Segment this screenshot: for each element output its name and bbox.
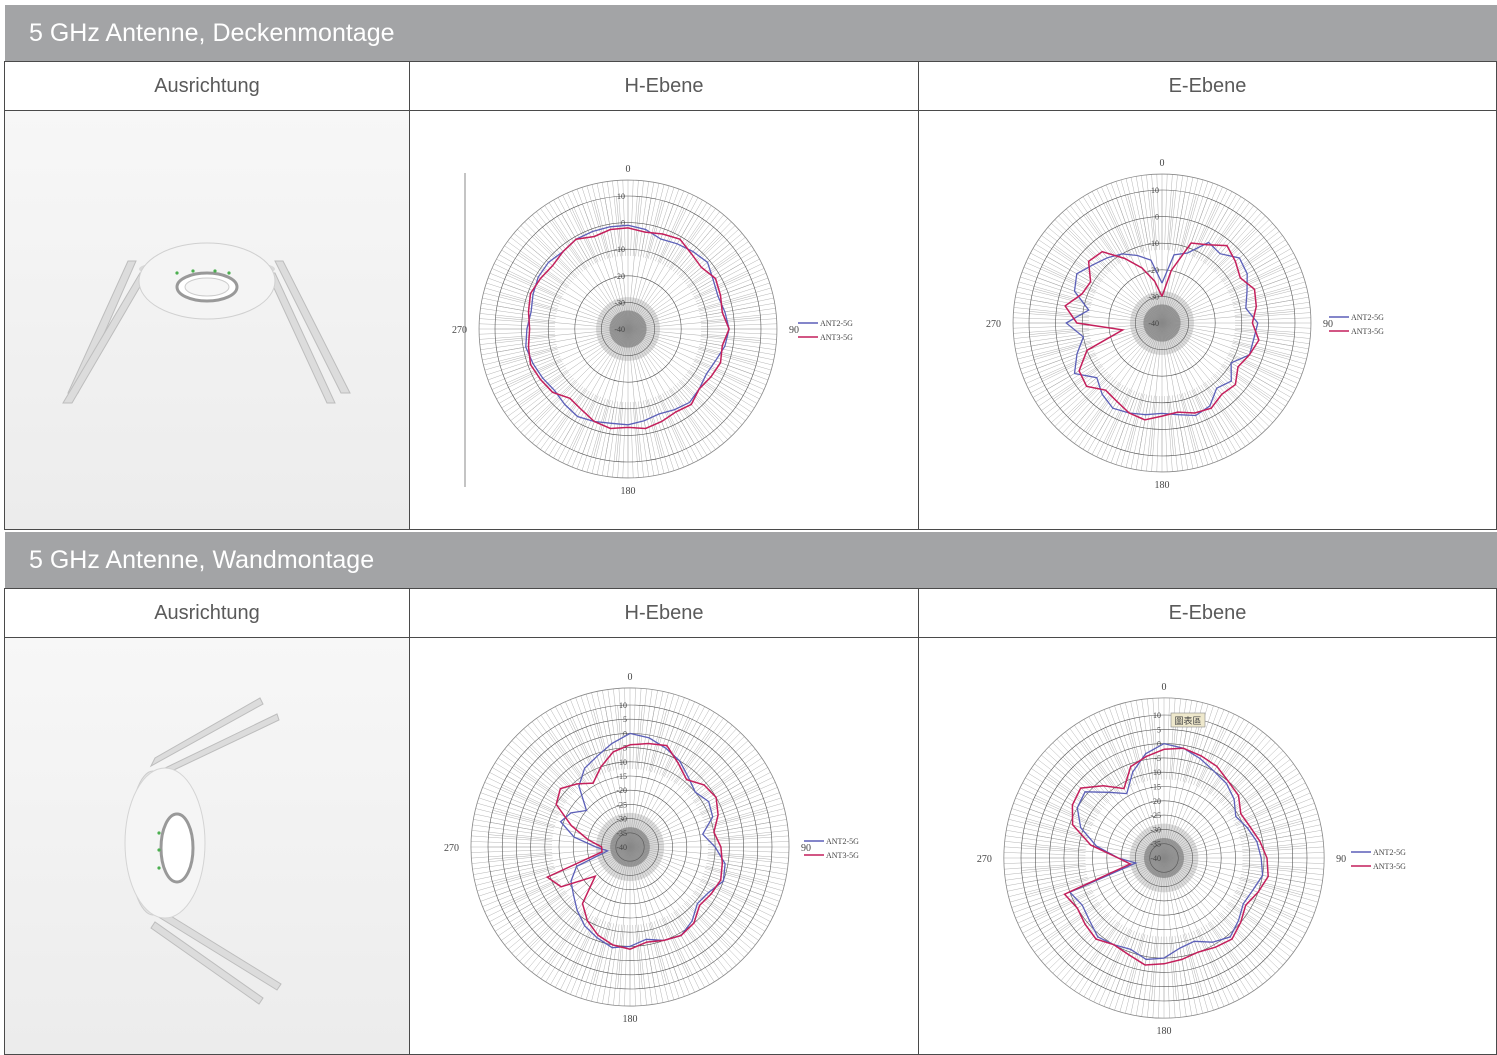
section-title: 5 GHz Antenne, Wandmontage <box>5 532 1497 588</box>
radial-tick-label: -40 <box>1148 319 1159 328</box>
radial-tick-label: 10 <box>619 701 627 710</box>
angle-label: 0 <box>626 164 631 175</box>
radial-tick-label: -20 <box>1150 797 1161 806</box>
section-1-table: Ausrichtung H-Ebene E-Ebene 10 0 -10 -20 -30… <box>4 61 1497 530</box>
radial-tick-label: -10 <box>1150 768 1161 777</box>
angle-label: 270 <box>452 325 467 336</box>
e-plane-chart-cell: 10 5 0 -5 -10 -15 -20 -25 -30 -35 -40 0 90 180 270 ANT2… <box>918 637 1497 1055</box>
radial-tick-label: -15 <box>616 772 627 781</box>
header-e-ebene: E-Ebene <box>918 61 1497 111</box>
angle-label: 90 <box>789 325 799 336</box>
header-ausrichtung: Ausrichtung <box>4 61 410 111</box>
header-h-ebene: H-Ebene <box>409 61 919 111</box>
header-h-ebene: H-Ebene <box>409 588 919 638</box>
radial-tick-label: -25 <box>616 800 627 809</box>
header-e-ebene: E-Ebene <box>918 588 1497 638</box>
radial-tick-label: 5 <box>623 715 627 724</box>
series-line-ant2-5g <box>1065 241 1259 417</box>
series-line-ant3-5g <box>1064 242 1260 421</box>
device-image-ceiling <box>4 110 410 530</box>
section-title: 5 GHz Antenne, Deckenmontage <box>5 5 1497 61</box>
radial-tick-label: -10 <box>1148 239 1159 248</box>
angle-label: 270 <box>977 854 992 865</box>
radial-tick-label: -5 <box>1154 754 1161 763</box>
polar-grid: 10 5 0 -5 -10 -15 -20 -25 -30 -35 -40 <box>1003 697 1325 1019</box>
legend-entry: ANT3-5G <box>826 851 859 860</box>
angle-label: 180 <box>621 486 636 497</box>
angle-label: 0 <box>1162 682 1167 693</box>
radial-tick-label: 0 <box>623 729 627 738</box>
polar-grid: 10 0 -10 -20 -30 -40 <box>478 179 778 479</box>
radial-tick-label: -40 <box>1150 854 1161 863</box>
radial-tick-label: -20 <box>614 272 625 281</box>
angle-label: 90 <box>1336 854 1346 865</box>
series-line-ant3-5g <box>1063 747 1269 966</box>
radial-tick-label: 10 <box>1151 186 1159 195</box>
radial-tick-label: -10 <box>616 758 627 767</box>
angle-label: 270 <box>444 843 459 854</box>
series-line-ant2-5g <box>1068 742 1264 961</box>
radial-tick-label: 10 <box>1153 711 1161 720</box>
ceiling-mount-device-illustration <box>62 242 351 404</box>
radial-tick-label: 0 <box>1157 740 1161 749</box>
legend-entry: ANT3-5G <box>820 333 853 342</box>
radial-tick-label: -30 <box>1150 825 1161 834</box>
series-line-ant2-5g <box>525 224 730 426</box>
legend-entry: ANT2-5G <box>1351 313 1384 322</box>
series-line-ant3-5g <box>527 227 730 430</box>
radial-tick-label: -40 <box>616 843 627 852</box>
h-plane-chart-cell: 10 0 -10 -20 -30 -40 0 90 180 270 ANT2-5G ANT3-5G <box>409 110 919 530</box>
radial-tick-label: 0 <box>1155 213 1159 222</box>
radial-tick-label: -40 <box>614 325 625 334</box>
legend-entry: ANT3-5G <box>1351 327 1384 336</box>
e-plane-chart-cell: 10 0 -10 -20 -30 -40 0 90 180 270 ANT2-5G ANT3-5G <box>918 110 1497 530</box>
h-plane-chart-cell: 10 5 0 -5 -10 -15 -20 -25 -30 -35 -40 0 90 180 270 ANT2… <box>409 637 919 1055</box>
radial-tick-label: 0 <box>621 219 625 228</box>
e-plane-polar-chart: 10 0 -10 -20 -30 -40 0 90 180 270 ANT2-5G ANT3-5G <box>986 158 1384 491</box>
angle-label: 270 <box>986 319 1001 330</box>
radial-tick-label: -30 <box>1148 292 1159 301</box>
radial-tick-label: -20 <box>616 786 627 795</box>
radial-tick-label: -25 <box>1150 811 1161 820</box>
wall-mount-device-illustration <box>124 697 282 1005</box>
angle-label: 0 <box>628 672 633 683</box>
radial-tick-label: 10 <box>617 192 625 201</box>
radial-tick-label: -20 <box>1148 266 1159 275</box>
angle-label: 0 <box>1160 158 1165 169</box>
radial-tick-label: -35 <box>616 829 627 838</box>
legend-entry: ANT2-5G <box>820 319 853 328</box>
radial-tick-label: -30 <box>616 815 627 824</box>
polar-grid: 10 0 -10 -20 -30 -40 <box>1012 173 1312 473</box>
angle-label: 90 <box>801 843 811 854</box>
device-image-wall <box>4 637 410 1055</box>
radial-tick-label: -35 <box>1150 840 1161 849</box>
e-plane-polar-chart: 10 5 0 -5 -10 -15 -20 -25 -30 -35 -40 0 90 180 270 ANT2… <box>977 682 1406 1037</box>
radial-tick-label: -10 <box>614 245 625 254</box>
section-2-table: Ausrichtung H-Ebene E-Ebene 10 5 0 -5 -10 -15… <box>4 588 1497 1055</box>
radial-tick-label: 5 <box>1157 725 1161 734</box>
h-plane-polar-chart: 1050-5-10-15-20-25-30-35-40090180270ANT2… <box>444 672 859 1025</box>
legend-entry: ANT3-5G <box>1373 862 1406 871</box>
radial-tick-label: -15 <box>1150 783 1161 792</box>
series-line-ant2-5g <box>559 732 726 949</box>
header-ausrichtung: Ausrichtung <box>4 588 410 638</box>
legend-entry: ANT2-5G <box>826 837 859 846</box>
series-line-ant3-5g <box>545 742 724 950</box>
angle-label: 180 <box>1155 480 1170 491</box>
radial-tick-label: -30 <box>614 298 625 307</box>
h-plane-polar-chart: 10 0 -10 -20 -30 -40 0 90 180 270 ANT2-5G ANT3-5G <box>452 164 853 497</box>
angle-label: 180 <box>1157 1026 1172 1037</box>
angle-label: 180 <box>623 1014 638 1025</box>
legend-entry: ANT2-5G <box>1373 848 1406 857</box>
angle-label: 90 <box>1323 319 1333 330</box>
chart-annotation: 圖表區 <box>1174 715 1201 726</box>
